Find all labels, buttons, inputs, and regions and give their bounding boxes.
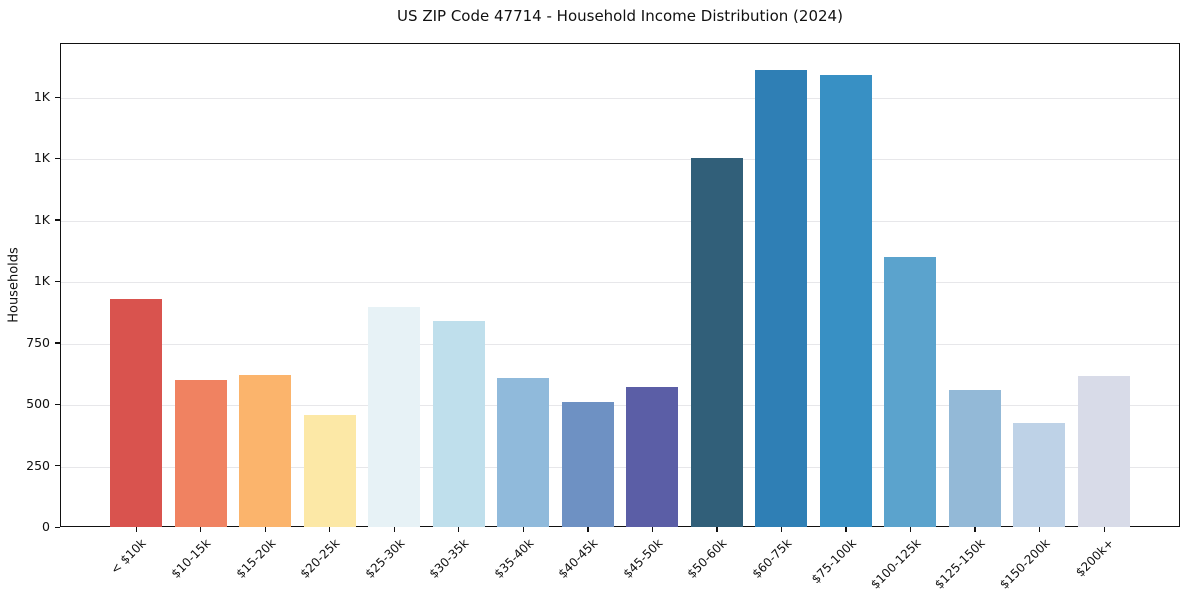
x-tick-mark	[651, 527, 654, 532]
y-tick-mark	[55, 157, 60, 160]
bar-30-35k	[432, 320, 485, 527]
x-tick-mark	[587, 527, 589, 532]
x-tick-mark	[458, 527, 460, 532]
y-tick-mark	[55, 342, 60, 344]
x-tick-mark	[1103, 527, 1105, 532]
x-tick-label: $125-150k	[932, 536, 988, 592]
y-tick-label: 250	[26, 457, 50, 473]
x-tick-mark	[974, 527, 976, 532]
y-gridline	[61, 343, 1179, 345]
x-tick-mark	[264, 527, 266, 532]
plot-area	[60, 43, 1180, 527]
x-tick-label: $200k+	[1073, 536, 1117, 580]
y-gridline	[61, 220, 1179, 222]
bar-125-150k	[948, 390, 1001, 527]
x-tick-label: $25-30k	[362, 536, 408, 581]
x-tick-mark	[200, 527, 202, 532]
y-gridline	[61, 98, 1179, 100]
bar-40-45k	[561, 401, 614, 527]
y-tick-label: 1K	[33, 273, 50, 289]
x-tick-label: $100-125k	[867, 536, 924, 592]
x-tick-label: $60-75k	[749, 536, 795, 581]
y-tick-mark	[55, 280, 60, 283]
y-tick-mark	[55, 403, 60, 405]
y-gridline	[61, 282, 1179, 284]
x-tick-label: $30-35k	[426, 536, 472, 581]
x-tick-label: $20-25k	[297, 536, 343, 581]
y-gridline	[61, 466, 1179, 468]
y-tick-mark	[55, 465, 60, 467]
bar-35-40k	[497, 378, 550, 527]
y-gridline	[61, 405, 1179, 407]
bar-50-60k	[690, 158, 743, 527]
bar-100-125k	[884, 257, 937, 527]
y-gridline	[61, 159, 1179, 161]
x-tick-mark	[135, 527, 137, 532]
y-tick-label: 1K	[33, 150, 50, 166]
bar-45-50k	[626, 387, 679, 527]
x-tick-label: $150-200k	[996, 536, 1053, 592]
x-tick-label: < $10k	[108, 536, 149, 577]
x-tick-label: $45-50k	[620, 536, 666, 581]
bar-20-25k	[303, 415, 356, 527]
x-tick-mark	[1038, 527, 1041, 532]
chart-title: US ZIP Code 47714 - Household Income Dis…	[397, 7, 843, 25]
bar-150-200k	[1013, 422, 1066, 527]
y-tick-mark	[55, 526, 60, 528]
x-tick-mark	[393, 527, 395, 532]
y-tick-label: 1K	[33, 211, 50, 227]
bar-75-100k	[819, 74, 872, 527]
y-tick-label: 750	[26, 334, 50, 350]
bar-200k	[1078, 376, 1130, 527]
x-tick-mark	[780, 527, 783, 532]
x-tick-mark	[909, 527, 912, 532]
bar-15-20k	[239, 374, 292, 527]
y-tick-label: 1K	[33, 89, 50, 105]
y-tick-mark	[55, 96, 60, 98]
bar-10k	[110, 298, 162, 527]
y-tick-label: 0	[42, 519, 50, 534]
x-tick-mark	[845, 527, 847, 532]
x-tick-label: $75-100k	[808, 536, 859, 587]
x-tick-label: $10-15k	[168, 536, 214, 581]
x-tick-label: $50-60k	[684, 536, 730, 581]
x-tick-label: $40-45k	[555, 536, 601, 581]
bar-60-75k	[755, 69, 808, 527]
y-tick-label: 500	[26, 396, 50, 412]
y-tick-mark	[55, 219, 60, 221]
bar-10-15k	[174, 379, 227, 527]
x-tick-mark	[522, 527, 524, 532]
bar-25-30k	[368, 306, 421, 527]
x-tick-label: $35-40k	[491, 536, 537, 581]
x-tick-mark	[716, 527, 718, 532]
x-tick-mark	[329, 527, 331, 532]
x-tick-label: $15-20k	[233, 536, 278, 581]
